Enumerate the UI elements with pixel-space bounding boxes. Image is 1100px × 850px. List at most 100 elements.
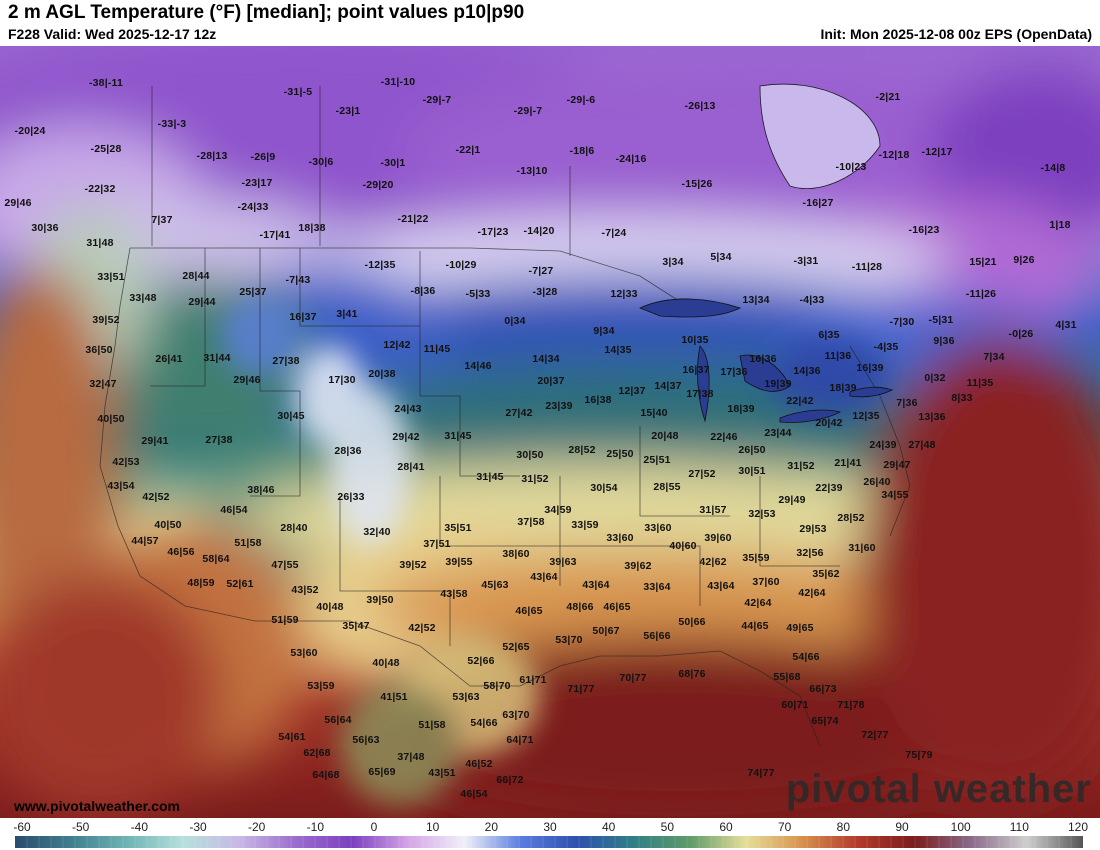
website-url: www.pivotalweather.com xyxy=(14,798,180,814)
point-value-label: 50|67 xyxy=(592,625,620,637)
point-value-label: 43|64 xyxy=(582,579,610,591)
point-value-label: 14|34 xyxy=(532,353,560,365)
point-value-label: -4|35 xyxy=(873,341,899,353)
color-scale-tick: 10 xyxy=(425,820,440,834)
point-value-label: 33|51 xyxy=(97,271,125,283)
point-value-label: 22|42 xyxy=(786,395,814,407)
point-value-label: -31|-10 xyxy=(380,76,416,88)
point-value-label: 43|58 xyxy=(440,588,468,600)
point-value-label: 28|44 xyxy=(182,270,210,282)
color-scale-tick: -20 xyxy=(247,820,266,834)
point-value-label: 16|39 xyxy=(856,362,884,374)
point-value-label: 25|50 xyxy=(606,448,634,460)
point-value-label: 42|64 xyxy=(798,587,826,599)
point-value-label: -4|33 xyxy=(799,294,825,306)
point-value-label: 63|70 xyxy=(502,709,530,721)
point-value-label: 31|60 xyxy=(848,542,876,554)
color-scale-tick: -40 xyxy=(130,820,148,834)
point-value-label: 16|37 xyxy=(289,311,317,323)
point-value-label: 49|65 xyxy=(786,622,814,634)
point-value-label: -0|26 xyxy=(1008,328,1034,340)
point-value-label: -29|-7 xyxy=(422,94,452,106)
point-value-label: 34|59 xyxy=(544,504,572,516)
point-value-label: -11|28 xyxy=(851,261,883,273)
point-value-label: 14|35 xyxy=(604,344,632,356)
point-value-label: 28|40 xyxy=(280,522,308,534)
point-value-label: 9|26 xyxy=(1013,254,1035,266)
point-value-label: 24|43 xyxy=(394,403,422,415)
point-value-label: -22|32 xyxy=(84,183,116,195)
point-value-label: -7|30 xyxy=(889,316,915,328)
point-value-label: 14|46 xyxy=(464,360,492,372)
point-value-label: 24|39 xyxy=(869,439,897,451)
point-value-label: -7|43 xyxy=(285,274,311,286)
point-value-label: 33|59 xyxy=(571,519,599,531)
point-value-label: 26|33 xyxy=(337,491,365,503)
point-value-label: 11|36 xyxy=(824,350,852,362)
point-value-label: 38|60 xyxy=(502,548,530,560)
point-value-label: -10|29 xyxy=(445,259,477,271)
point-value-label: 32|53 xyxy=(748,508,776,520)
point-value-label: 29|53 xyxy=(799,523,827,535)
point-value-label: -11|26 xyxy=(965,288,997,300)
point-value-label: 32|40 xyxy=(363,526,391,538)
color-scale-tick: 20 xyxy=(484,820,499,834)
color-scale-tick: 0 xyxy=(370,820,378,834)
point-value-label: -12|18 xyxy=(878,149,910,161)
point-value-label: 22|39 xyxy=(815,482,843,494)
color-scale-tick: 100 xyxy=(950,820,971,834)
point-value-label: 25|51 xyxy=(643,454,671,466)
point-value-label: 30|51 xyxy=(738,465,766,477)
point-value-label: 51|58 xyxy=(418,719,446,731)
point-value-label: 8|33 xyxy=(951,392,973,404)
point-value-label: 27|48 xyxy=(908,439,936,451)
point-value-label: 26|40 xyxy=(863,476,891,488)
point-value-label: 40|60 xyxy=(669,540,697,552)
point-value-label: 10|35 xyxy=(681,334,709,346)
point-value-label: 64|71 xyxy=(506,734,534,746)
point-value-label: 54|61 xyxy=(278,731,306,743)
point-value-label: 36|50 xyxy=(85,344,113,356)
point-value-label: 43|64 xyxy=(707,580,735,592)
point-value-label: 27|38 xyxy=(272,355,300,367)
point-value-label: 32|56 xyxy=(796,547,824,559)
point-value-label: 31|44 xyxy=(203,352,231,364)
point-value-label: -30|6 xyxy=(308,156,334,168)
point-value-label: 71|78 xyxy=(837,699,865,711)
point-value-label: -7|27 xyxy=(528,265,554,277)
color-scale-tick: -50 xyxy=(71,820,90,834)
point-value-label: -18|6 xyxy=(569,145,595,157)
point-value-label: -29|-7 xyxy=(513,105,543,117)
point-value-label: 46|65 xyxy=(603,601,631,613)
point-value-label: 31|52 xyxy=(521,473,549,485)
point-value-label: -23|1 xyxy=(335,105,361,117)
point-value-label: 29|42 xyxy=(392,431,420,443)
point-value-label: 20|48 xyxy=(651,430,679,442)
point-value-label: 28|52 xyxy=(837,512,865,524)
point-value-label: 31|45 xyxy=(476,471,504,483)
color-scale-tick: -10 xyxy=(306,820,324,834)
point-value-label: 11|45 xyxy=(423,343,451,355)
point-value-label: 64|68 xyxy=(312,769,340,781)
point-value-label: 21|41 xyxy=(834,457,862,469)
point-value-label: -7|24 xyxy=(601,227,627,239)
point-value-label: 28|52 xyxy=(568,444,596,456)
point-value-label: 51|58 xyxy=(234,537,262,549)
color-scale-tick: 70 xyxy=(777,820,792,834)
point-value-label: 5|34 xyxy=(710,251,732,263)
point-value-label: 42|64 xyxy=(744,597,772,609)
point-value-label: 48|59 xyxy=(187,577,215,589)
header: 2 m AGL Temperature (°F) [median]; point… xyxy=(0,0,1100,46)
point-value-label: -29|20 xyxy=(362,179,394,191)
point-value-label: 39|60 xyxy=(704,532,732,544)
point-value-label: -26|13 xyxy=(684,100,716,112)
point-value-label: 7|37 xyxy=(151,214,173,226)
point-value-label: -5|33 xyxy=(465,288,491,300)
point-value-label: 31|57 xyxy=(699,504,727,516)
color-scale-tick: 80 xyxy=(836,820,851,834)
point-value-label: 53|63 xyxy=(452,691,480,703)
color-scale-bar xyxy=(15,836,1083,848)
point-value-label: -25|28 xyxy=(90,143,122,155)
point-value-label: 54|66 xyxy=(792,651,820,663)
point-value-label: 14|37 xyxy=(654,380,682,392)
